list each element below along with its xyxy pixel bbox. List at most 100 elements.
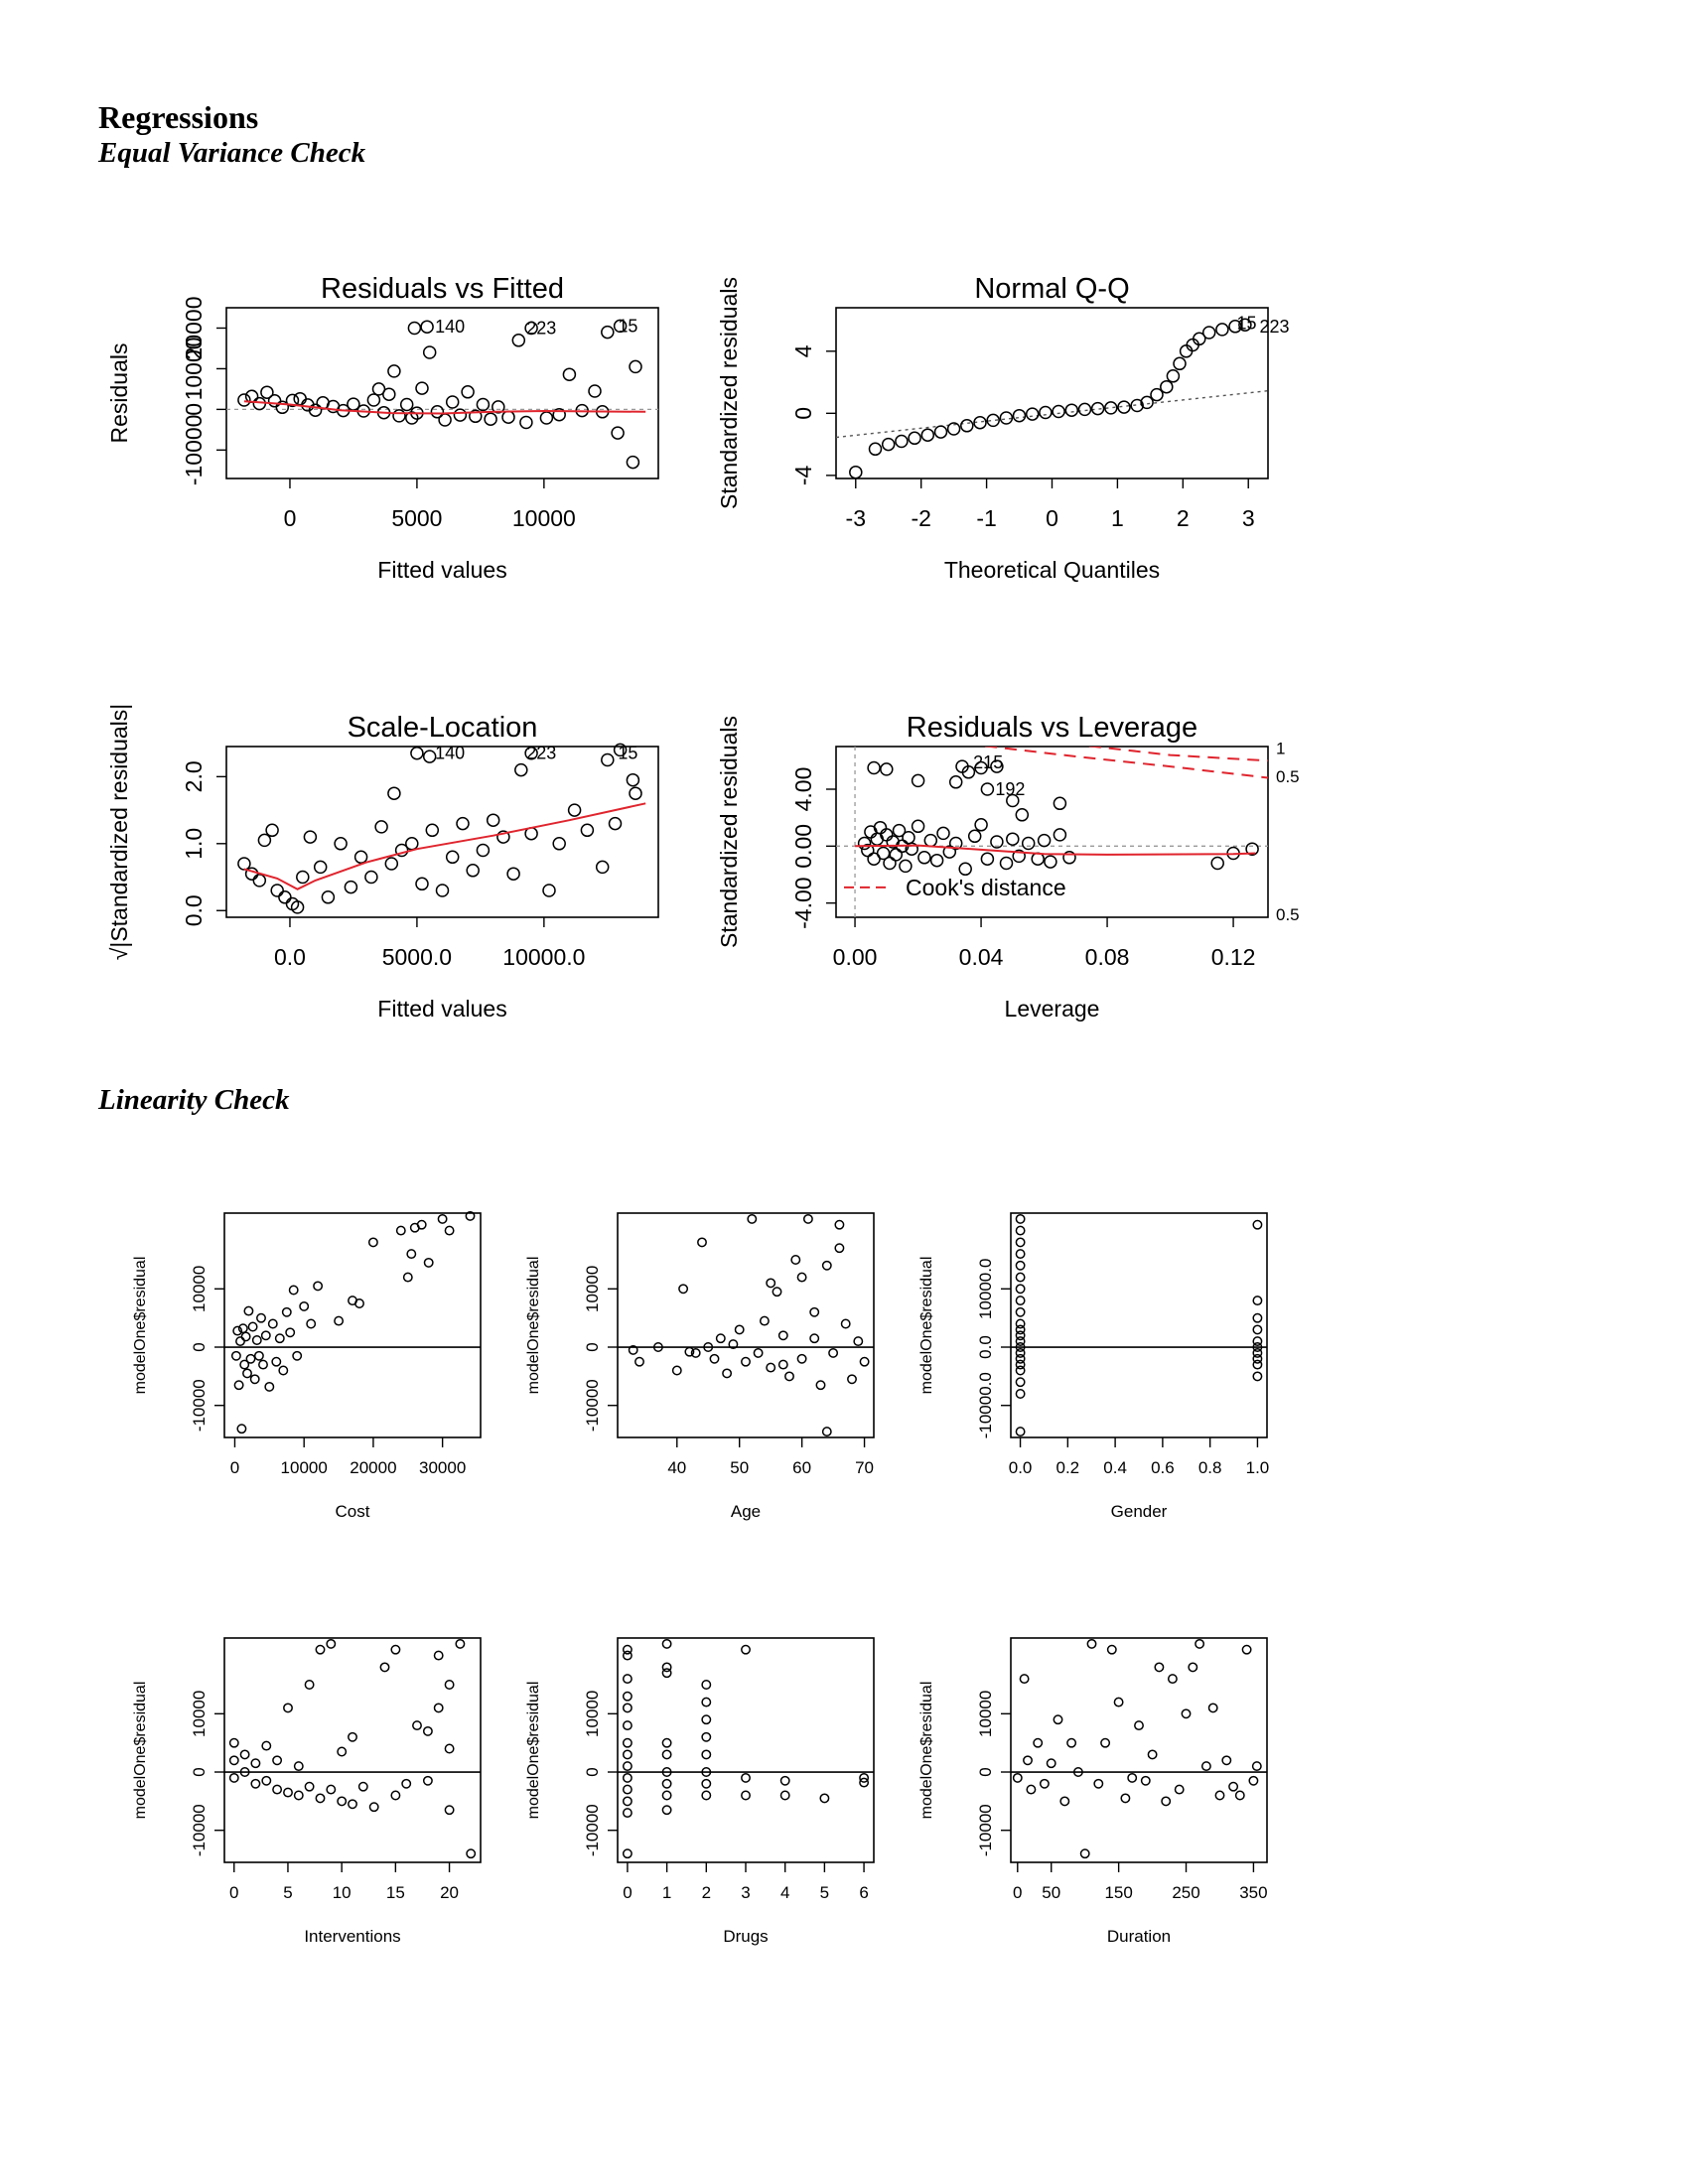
lin-interventions-ylabel: modelOne$residual: [132, 1682, 149, 1820]
scaleloc-title: Scale-Location: [348, 712, 538, 744]
lin-age-point: [777, 1330, 788, 1341]
scaleloc-point: [270, 884, 284, 897]
lin-duration-xtick-label: 350: [1239, 1883, 1267, 1902]
lin-age-point: [766, 1362, 776, 1373]
leverage-point: [980, 852, 995, 866]
qq-point: [1052, 404, 1065, 419]
cook-contour-label: 0.5: [1276, 905, 1300, 924]
lin-cost-point: [230, 1350, 241, 1361]
lin-drugs-point: [622, 1749, 633, 1760]
lin-duration-point: [1120, 1793, 1131, 1804]
leverage-smooth-line: [855, 844, 1256, 856]
lin-interventions-point: [444, 1680, 455, 1690]
scaleloc-point: [506, 867, 520, 881]
leverage-point: [948, 836, 963, 851]
leverage-xtick-label: 0.00: [833, 944, 878, 970]
resfit-point: [405, 411, 419, 425]
lin-cost-point: [278, 1365, 289, 1376]
leverage-point: [923, 833, 938, 848]
lin-cost-point: [437, 1213, 448, 1224]
resfit-point: [519, 415, 533, 430]
lin-age-point: [821, 1427, 832, 1437]
scaleloc-point: [296, 870, 310, 885]
lin-cost-point: [402, 1272, 413, 1283]
leverage-point: [902, 830, 915, 845]
lin-interventions-point: [433, 1703, 444, 1713]
resfit-point: [588, 384, 602, 398]
leverage-point: [911, 819, 925, 834]
lin-age-point: [759, 1315, 770, 1326]
qq-ytick-label: 0: [790, 407, 816, 420]
resfit-point: [539, 411, 554, 425]
lin-drugs-point: [741, 1790, 751, 1801]
lin-interventions-point: [228, 1737, 239, 1748]
lin-drugs-point: [701, 1749, 712, 1760]
lin-drugs-point: [622, 1796, 633, 1807]
scaleloc-point: [334, 837, 348, 851]
lin-drugs-point: [661, 1668, 672, 1679]
scaleloc-point: [344, 880, 358, 894]
leverage-point: [857, 836, 872, 851]
lin-duration-frame: [1010, 1637, 1268, 1863]
leverage-point: [1037, 833, 1052, 848]
lin-interventions-ytick-label: 10000: [190, 1691, 209, 1737]
lin-duration-point: [1093, 1778, 1104, 1789]
lin-duration-point: [1079, 1848, 1090, 1859]
resfit-point: [524, 321, 538, 336]
lin-gender-point: [1252, 1371, 1263, 1382]
lin-cost-point: [256, 1312, 266, 1323]
leverage-xtick-label: 0.08: [1085, 944, 1130, 970]
lin-interventions-point: [466, 1848, 477, 1859]
qq-point: [920, 428, 935, 442]
resfit-xtick-label: 5000: [391, 505, 442, 531]
lin-interventions-ytick-label: -10000: [190, 1804, 209, 1856]
lin-drugs-point: [701, 1697, 712, 1707]
lin-cost-frame: [223, 1212, 482, 1438]
lin-duration-point: [1086, 1638, 1097, 1649]
scaleloc-frame: [225, 746, 659, 918]
lin-gender-point: [1015, 1318, 1026, 1329]
qq-title: Normal Q-Q: [974, 273, 1129, 305]
lin-interventions-point: [412, 1720, 422, 1731]
resfit-point: [237, 393, 251, 407]
lin-age-ylabel: modelOne$residual: [525, 1257, 542, 1395]
leverage-point: [936, 826, 950, 841]
lin-age-point: [766, 1278, 776, 1289]
lin-interventions-point: [228, 1772, 239, 1783]
lin-cost-ytick-label: -10000: [190, 1379, 209, 1432]
resfit-ytick-label: -10000: [181, 415, 207, 486]
scaleloc-point: [580, 823, 595, 838]
lin-duration-point: [1195, 1638, 1205, 1649]
lin-duration-ytick-label: 10000: [976, 1691, 995, 1737]
lin-gender-point: [1015, 1306, 1026, 1317]
lin-age-xtick-label: 60: [792, 1458, 811, 1477]
leverage-point: [961, 765, 976, 779]
scaleloc-point: [445, 850, 460, 865]
qq-point-label: 15: [1236, 314, 1256, 334]
resfit-point: [422, 345, 437, 359]
qq-xtick-label: -2: [911, 505, 930, 531]
resfit-point: [275, 400, 290, 415]
lin-age-point: [741, 1356, 751, 1367]
leverage-ytick-label: 4.00: [790, 767, 816, 812]
resfit-xlabel: Fitted values: [377, 557, 506, 583]
leverage-point: [1015, 808, 1030, 822]
leverage-point: [942, 845, 957, 859]
lin-cost-point: [299, 1300, 310, 1311]
lin-age-point: [859, 1356, 870, 1367]
lin-cost-xtick-label: 10000: [281, 1458, 328, 1477]
lin-gender-point: [1015, 1359, 1026, 1370]
qq-point: [1012, 408, 1027, 423]
scaleloc-point: [514, 762, 528, 777]
scaleloc-point: [466, 864, 480, 878]
lin-drugs-point: [622, 1737, 633, 1748]
resfit-point: [392, 409, 406, 423]
qq-point: [1090, 401, 1105, 416]
lin-gender-ylabel: modelOne$residual: [918, 1257, 935, 1395]
leverage-point: [889, 848, 904, 862]
lin-cost-point: [264, 1381, 275, 1392]
lin-drugs-point: [622, 1650, 633, 1661]
resfit-point: [415, 381, 429, 395]
lin-interventions-point: [444, 1805, 455, 1816]
lin-cost-point: [245, 1353, 256, 1364]
